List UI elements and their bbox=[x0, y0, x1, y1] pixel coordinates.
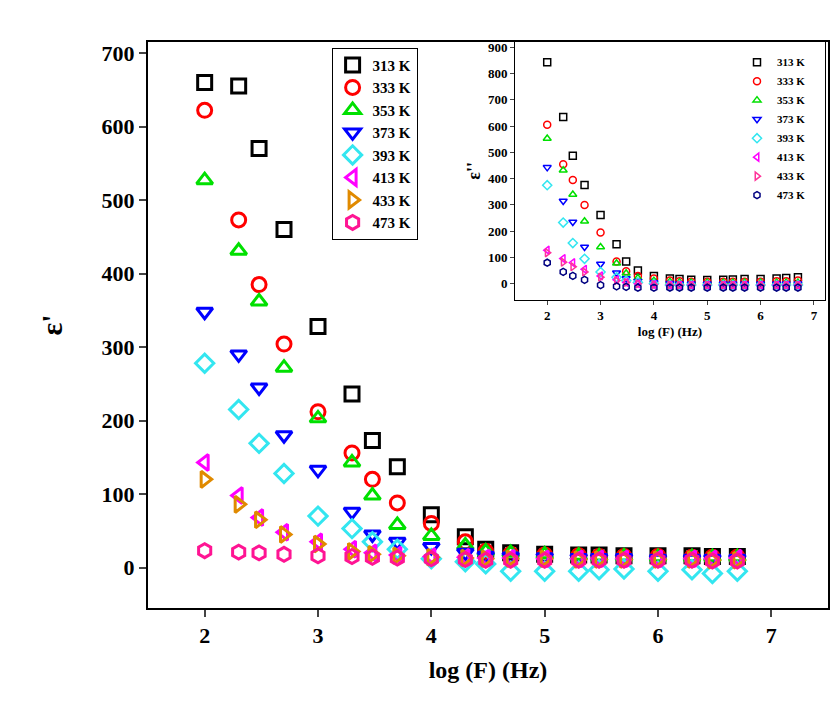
svg-text:413 K: 413 K bbox=[777, 151, 805, 163]
svg-text:log (F) (Hz): log (F) (Hz) bbox=[429, 657, 548, 683]
svg-text:5: 5 bbox=[704, 308, 711, 323]
svg-text:7: 7 bbox=[766, 623, 777, 648]
svg-text:6: 6 bbox=[757, 308, 764, 323]
svg-text:313 K: 313 K bbox=[777, 56, 805, 68]
svg-text:433 K: 433 K bbox=[777, 170, 805, 182]
svg-text:200: 200 bbox=[102, 408, 135, 433]
svg-text:200: 200 bbox=[488, 224, 508, 239]
svg-text:333 K: 333 K bbox=[373, 80, 411, 96]
svg-text:0: 0 bbox=[501, 276, 508, 291]
svg-text:373 K: 373 K bbox=[373, 125, 411, 141]
svg-text:600: 600 bbox=[488, 119, 508, 134]
svg-text:353 K: 353 K bbox=[777, 94, 805, 106]
svg-text:373 K: 373 K bbox=[777, 113, 805, 125]
svg-text:800: 800 bbox=[488, 66, 508, 81]
svg-text:433 K: 433 K bbox=[373, 193, 411, 209]
svg-text:700: 700 bbox=[102, 41, 135, 66]
svg-text:6: 6 bbox=[653, 623, 664, 648]
svg-text:7: 7 bbox=[811, 308, 818, 323]
svg-text:333 K: 333 K bbox=[777, 75, 805, 87]
svg-text:0: 0 bbox=[124, 555, 135, 580]
svg-text:300: 300 bbox=[488, 197, 508, 212]
svg-text:313 K: 313 K bbox=[373, 58, 411, 74]
svg-text:393 K: 393 K bbox=[777, 132, 805, 144]
svg-text:5: 5 bbox=[539, 623, 550, 648]
svg-text:600: 600 bbox=[102, 114, 135, 139]
svg-text:500: 500 bbox=[102, 188, 135, 213]
svg-text:100: 100 bbox=[102, 482, 135, 507]
svg-text:2: 2 bbox=[544, 308, 551, 323]
svg-text:400: 400 bbox=[488, 171, 508, 186]
svg-text:353 K: 353 K bbox=[373, 103, 411, 119]
svg-text:log (F) (Hz): log (F) (Hz) bbox=[638, 324, 702, 339]
svg-text:700: 700 bbox=[488, 92, 508, 107]
svg-text:2: 2 bbox=[199, 623, 210, 648]
svg-text:3: 3 bbox=[313, 623, 324, 648]
svg-text:400: 400 bbox=[102, 261, 135, 286]
svg-text:900: 900 bbox=[488, 40, 508, 55]
svg-text:473 K: 473 K bbox=[777, 189, 805, 201]
svg-text:3: 3 bbox=[597, 308, 604, 323]
svg-text:500: 500 bbox=[488, 145, 508, 160]
svg-text:413 K: 413 K bbox=[373, 170, 411, 186]
svg-text:300: 300 bbox=[102, 335, 135, 360]
svg-text:ε'': ε'' bbox=[464, 162, 484, 180]
svg-text:4: 4 bbox=[426, 623, 437, 648]
svg-text:4: 4 bbox=[651, 308, 658, 323]
svg-text:473 K: 473 K bbox=[373, 215, 411, 231]
svg-text:100: 100 bbox=[488, 250, 508, 265]
svg-text:393 K: 393 K bbox=[373, 148, 411, 164]
svg-text:ε': ε' bbox=[35, 314, 68, 335]
